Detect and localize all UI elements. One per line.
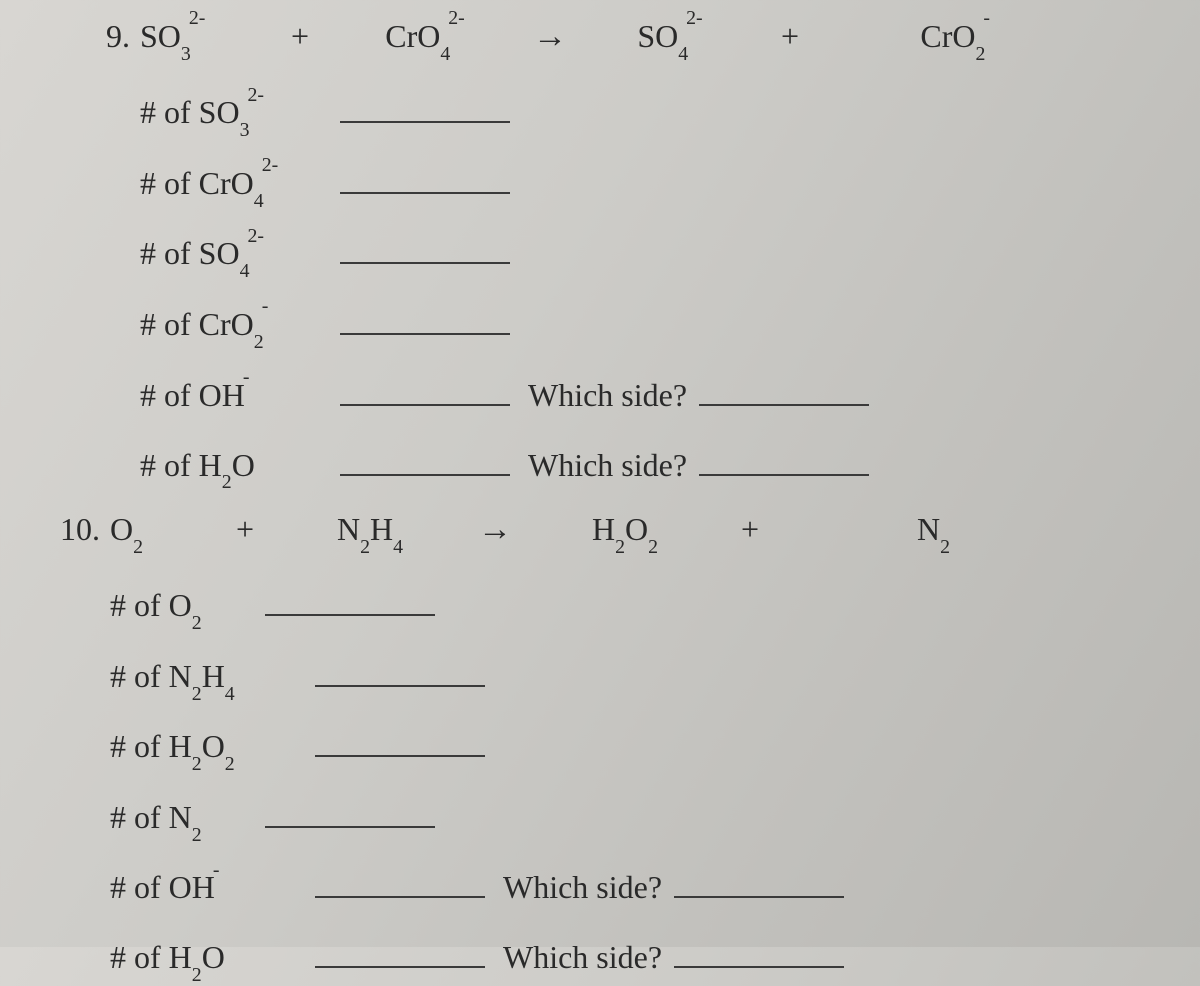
q10-product-1: H2O2 [530, 511, 720, 553]
plus-sign: + [760, 18, 820, 55]
q10-line-5: # of OH- Which side? [50, 863, 1160, 911]
q9-label-1: # of SO32- [140, 94, 340, 136]
q9-equation-row: 9. SO32- + CrO42- → SO42- + CrO2- [90, 18, 1160, 66]
q10-label-3: # of H2O2 [110, 728, 315, 770]
q9-line-5: # of OH- Which side? [90, 370, 1160, 418]
q10-reactant-2: N2H4 [280, 511, 460, 553]
q9-number: 9. [90, 18, 140, 55]
q10-line-1: # of O2 [50, 581, 1160, 630]
q9-reactant-1: SO32- [140, 18, 270, 60]
q10-line-6: # of H2O Which side? [50, 933, 1160, 982]
arrow-icon: → [460, 511, 530, 549]
fill-blank[interactable] [340, 300, 510, 335]
q9-line-2: # of CrO42- [90, 159, 1160, 208]
q9-equation: SO32- + CrO42- → SO42- + CrO2- [140, 18, 1140, 60]
q10-equation-row: 10. O2 + N2H4 → H2O2 + N2 [50, 511, 1160, 559]
q10-line-2: # of N2H4 [50, 651, 1160, 700]
q9-label-4: # of CrO2- [140, 306, 340, 348]
q10-reactant-1: O2 [110, 511, 210, 553]
q9-product-2: CrO2- [820, 18, 990, 60]
q9-line-4: # of CrO2- [90, 300, 1160, 349]
q9-product-1: SO42- [580, 18, 760, 60]
plus-sign: + [720, 511, 780, 548]
fill-blank[interactable] [265, 581, 435, 616]
fill-blank[interactable] [340, 440, 510, 475]
q10-number: 10. [50, 511, 110, 548]
q10-line-4: # of N2 [50, 793, 1160, 842]
fill-blank[interactable] [674, 933, 844, 968]
q9-line-6: # of H2O Which side? [90, 440, 1160, 489]
which-side-label: Which side? [503, 939, 662, 976]
fill-blank[interactable] [340, 229, 510, 264]
fill-blank[interactable] [340, 159, 510, 194]
q9-line-3: # of SO42- [90, 229, 1160, 278]
fill-blank[interactable] [315, 863, 485, 898]
fill-blank[interactable] [315, 722, 485, 757]
fill-blank[interactable] [340, 370, 510, 405]
plus-sign: + [270, 18, 330, 55]
q9-line-1: # of SO32- [90, 88, 1160, 137]
fill-blank[interactable] [674, 863, 844, 898]
q9-reactant-2: CrO42- [330, 18, 520, 60]
q10-label-5: # of OH- [110, 869, 315, 906]
arrow-icon: → [520, 18, 580, 56]
q9-label-2: # of CrO42- [140, 165, 340, 207]
fill-blank[interactable] [340, 88, 510, 123]
fill-blank[interactable] [265, 793, 435, 828]
plus-sign: + [210, 511, 280, 548]
q9-label-3: # of SO42- [140, 235, 340, 277]
which-side-label: Which side? [528, 377, 687, 414]
fill-blank[interactable] [315, 933, 485, 968]
fill-blank[interactable] [699, 370, 869, 405]
fill-blank[interactable] [315, 651, 485, 686]
q9-label-6: # of H2O [140, 447, 340, 489]
fill-blank[interactable] [699, 440, 869, 475]
q9-label-5: # of OH- [140, 377, 340, 414]
q10-label-2: # of N2H4 [110, 658, 315, 700]
which-side-label: Which side? [528, 447, 687, 484]
q10-equation: O2 + N2H4 → H2O2 + N2 [110, 511, 1110, 553]
q10-label-6: # of H2O [110, 939, 315, 981]
which-side-label: Which side? [503, 869, 662, 906]
q10-line-3: # of H2O2 [50, 722, 1160, 771]
q10-product-2: N2 [780, 511, 950, 553]
